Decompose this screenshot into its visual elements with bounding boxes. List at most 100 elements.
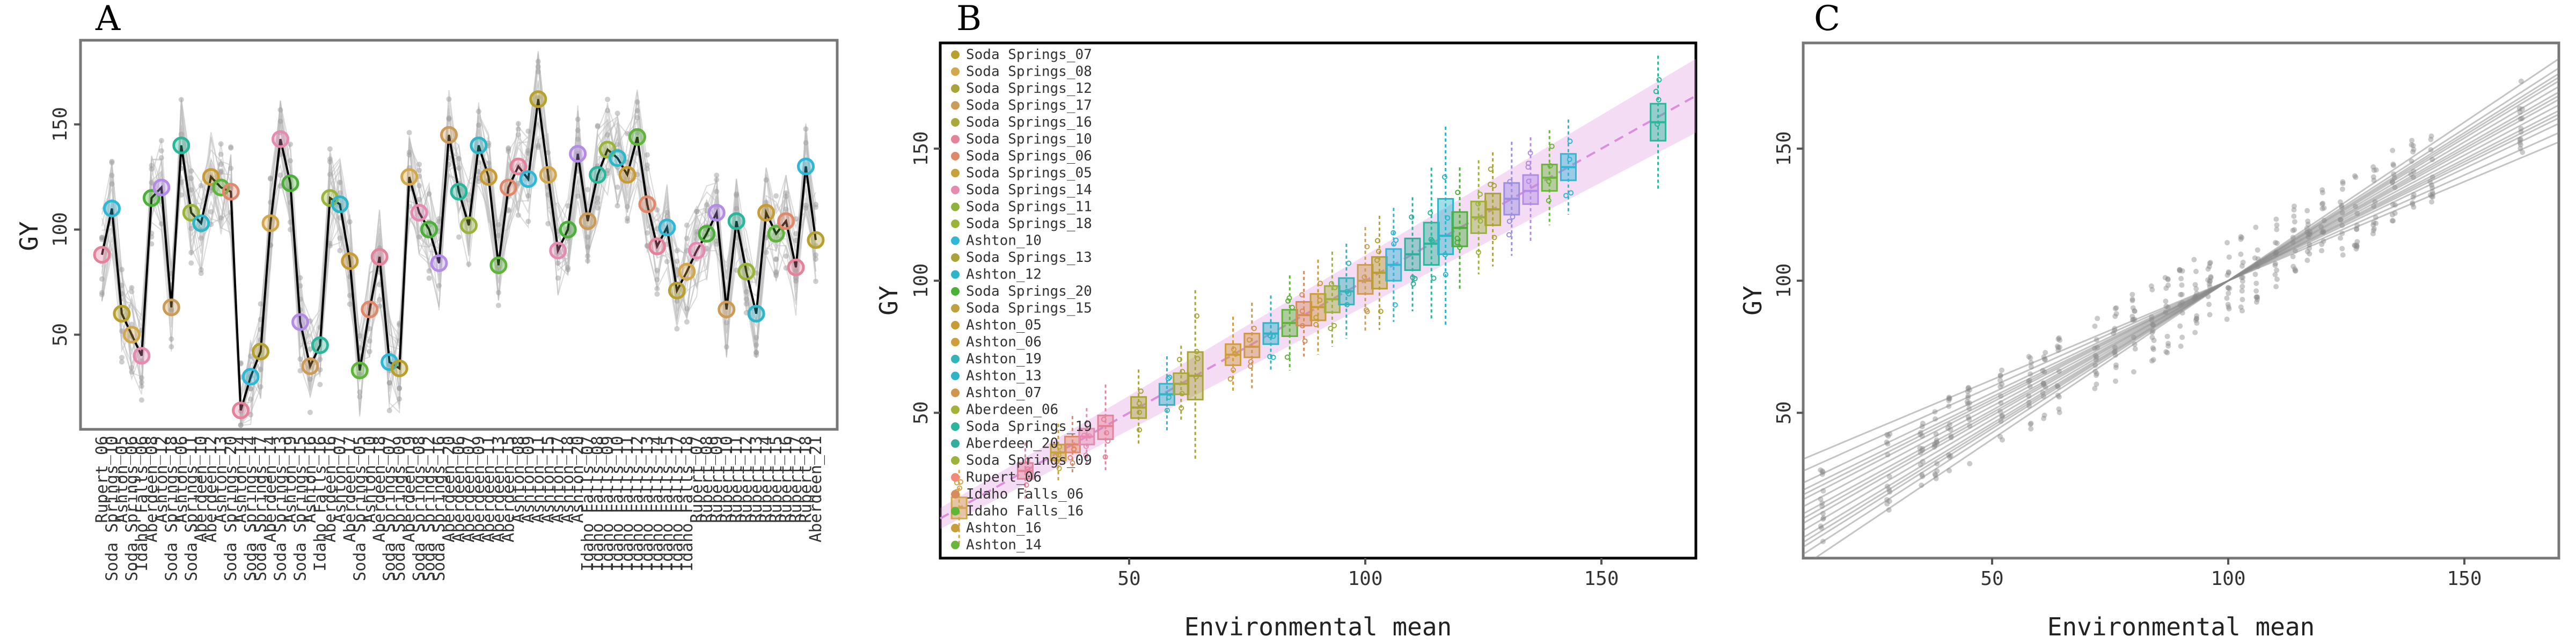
panel-a-obs-point — [674, 248, 680, 254]
panel-c-obs-point — [2252, 272, 2258, 277]
panel-b-legend-swatch — [951, 355, 960, 363]
panel-a-obs-point — [734, 206, 740, 211]
panel-c-obs-point — [2370, 228, 2376, 233]
panel-a-mean-point — [390, 359, 408, 377]
panel-a-obs-point — [228, 165, 234, 171]
panel-b-obs-point — [1344, 302, 1350, 308]
panel-a-category-label: Rupert_13 — [747, 436, 766, 523]
panel-a-obs-point — [188, 187, 194, 193]
panel-c-regression-line — [1803, 80, 2559, 538]
panel-b-obs-point — [1567, 157, 1572, 163]
panel-c-obs-point — [2370, 231, 2376, 237]
panel-a-obs-point — [287, 219, 293, 225]
panel-c-obs-point — [2520, 149, 2526, 155]
panel-a-obs-point — [327, 146, 333, 152]
panel-b-obs-point — [1270, 333, 1276, 339]
panel-b-obs-point — [1056, 452, 1062, 458]
panel-a-obs-point — [525, 128, 531, 134]
panel-c-inner — [1803, 58, 2559, 558]
panel-a-mean-point — [687, 241, 706, 260]
panel-c-obs-point — [2207, 260, 2213, 266]
panel-a-category-label: Idaho Falls_08 — [589, 436, 608, 572]
panel-a-mean-point — [430, 254, 448, 272]
panel-c-obs-point — [2255, 296, 2260, 302]
panel-a-obs-point — [287, 141, 293, 147]
panel-c-obs-point — [2253, 224, 2259, 230]
panel-a-obs-point — [297, 368, 303, 374]
panel-b-obs-point — [1165, 376, 1171, 382]
panel-a-category-label: Soda Springs_16 — [430, 436, 449, 581]
panel-a-obs-point — [506, 147, 511, 152]
panel-c-obs-point — [2274, 226, 2280, 232]
panel-a-obs-point — [109, 160, 115, 166]
panel-c-obs-point — [2092, 323, 2098, 329]
panel-a-category-label: Ashton_17 — [549, 436, 568, 523]
panel-a-obs-point — [595, 123, 601, 129]
panel-b-obs-point — [1267, 333, 1273, 339]
panel-a-category-label: Rupert_08 — [698, 436, 716, 523]
panel-a-category-label: Aberdeen_15 — [499, 436, 518, 543]
panel-c-obs-point — [2129, 298, 2135, 304]
panel-a-category-label: Rupert_14 — [757, 436, 776, 523]
panel-a-obs-point — [268, 175, 274, 181]
panel-b-obs-point — [1431, 275, 1437, 281]
panel-b-obs-point — [1656, 77, 1662, 83]
panel-b-obs-point — [1164, 407, 1170, 413]
panel-a-obs-point — [357, 333, 363, 339]
panel-a-y-axis-title: GY — [14, 221, 43, 251]
panel-a-obs-point — [674, 326, 680, 332]
panel-a-obs-point — [238, 422, 244, 428]
panel-a-obs-point — [416, 162, 422, 167]
panel-b-obs-point — [1318, 280, 1323, 286]
panel-c-obs-point — [2151, 338, 2157, 343]
panel-b-obs-point — [1525, 160, 1531, 166]
panel-a-obs-point — [664, 213, 670, 219]
panel-a-obs-point — [456, 156, 462, 162]
panel-a-obs-point — [138, 397, 144, 403]
panel-a-mean-point — [341, 252, 359, 270]
panel-a-mean-point — [400, 168, 419, 186]
panel-a-obs-point — [515, 212, 521, 218]
panel-c-obs-point — [2319, 248, 2325, 254]
panel-a-category-label: Rupert_09 — [707, 436, 726, 523]
panel-c-obs-point — [2410, 149, 2416, 155]
panel-a-obs-point — [585, 234, 591, 240]
panel-a-genotype-line — [101, 54, 816, 424]
panel-a-obs-point — [377, 297, 383, 303]
panel-a-category-label: Rupert_17 — [787, 436, 806, 523]
panel-b-obs-point — [1081, 433, 1087, 438]
panel-b-obs-point — [1299, 292, 1305, 298]
panel-a-obs-point — [694, 208, 700, 214]
panel-c-obs-point — [2192, 330, 2198, 335]
panel-a-obs-point — [723, 320, 729, 326]
panel-a-obs-point — [575, 127, 581, 133]
panel-b-legend-label: Ashton_05 — [966, 317, 1042, 333]
panel-a-obs-point — [644, 162, 650, 168]
panel-c-obs-point — [2113, 378, 2119, 384]
panel-a-mean-point — [311, 336, 329, 354]
panel-b-obs-point — [1195, 356, 1201, 362]
panel-a-obs-point — [803, 202, 809, 208]
panel-b-legend-label: Soda Springs_12 — [966, 80, 1092, 97]
panel-b-legend-label: Soda Springs_07 — [966, 47, 1092, 63]
panel-a-obs-point — [446, 116, 452, 122]
panel-a-obs-point — [585, 253, 591, 259]
panel-c-obs-point — [2292, 266, 2298, 272]
panel-a-obs-point — [773, 256, 779, 262]
panel-c-obs-point — [2165, 282, 2171, 288]
panel-b-legend-label: Ashton_16 — [966, 520, 1042, 536]
panel-a-obs-point — [277, 107, 283, 113]
panel-a-obs-point — [119, 355, 125, 361]
panel-a-obs-point — [129, 321, 135, 327]
panel-a-mean-point — [707, 203, 726, 222]
panel-a-obs-point — [158, 148, 164, 153]
panel-b-legend-swatch — [951, 118, 960, 127]
panel-c-obs-point — [2409, 142, 2414, 148]
panel-b-obs-point — [1067, 455, 1073, 460]
panel-c-obs-point — [1818, 467, 1824, 473]
panel-b-obs-point — [1070, 460, 1075, 466]
panel-a-mean-point — [589, 166, 607, 184]
panel-a-category-label: Idaho Falls_14 — [648, 436, 667, 572]
